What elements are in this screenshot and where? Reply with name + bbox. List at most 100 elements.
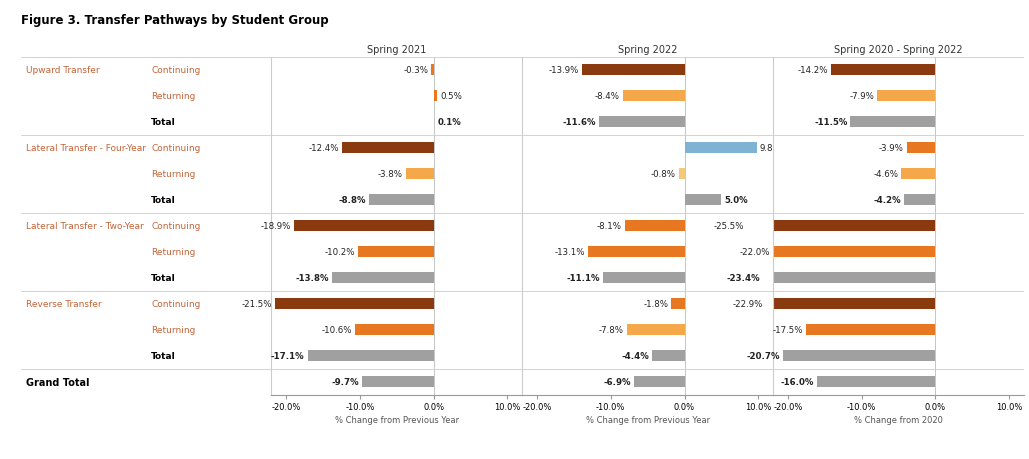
Bar bbox=[671, 298, 684, 309]
Text: -8.8%: -8.8% bbox=[339, 196, 366, 205]
Bar bbox=[807, 325, 935, 336]
Text: Continuing: Continuing bbox=[151, 299, 201, 308]
Bar bbox=[362, 376, 433, 387]
Text: -7.8%: -7.8% bbox=[599, 325, 624, 334]
Text: Grand Total: Grand Total bbox=[26, 377, 90, 387]
Bar bbox=[678, 169, 684, 179]
Text: Returning: Returning bbox=[151, 325, 196, 334]
Bar bbox=[433, 91, 437, 102]
Bar bbox=[275, 298, 433, 309]
Bar bbox=[904, 195, 935, 206]
Text: Total: Total bbox=[151, 274, 176, 282]
Text: -13.1%: -13.1% bbox=[555, 247, 584, 257]
X-axis label: % Change from Previous Year: % Change from Previous Year bbox=[334, 415, 459, 424]
Text: Lateral Transfer - Two-Year: Lateral Transfer - Two-Year bbox=[26, 222, 143, 230]
Bar bbox=[907, 143, 935, 154]
Text: Continuing: Continuing bbox=[151, 66, 201, 75]
Text: Total: Total bbox=[151, 196, 176, 205]
Bar bbox=[877, 91, 935, 102]
Bar bbox=[684, 195, 721, 206]
Bar bbox=[634, 376, 684, 387]
Text: -17.1%: -17.1% bbox=[271, 351, 305, 360]
Text: -13.9%: -13.9% bbox=[548, 66, 579, 75]
Text: -8.1%: -8.1% bbox=[597, 222, 622, 230]
Text: -14.2%: -14.2% bbox=[797, 66, 827, 75]
Bar bbox=[767, 298, 935, 309]
Title: Spring 2021: Spring 2021 bbox=[367, 45, 426, 55]
Text: -4.6%: -4.6% bbox=[874, 170, 898, 179]
Text: -20.7%: -20.7% bbox=[746, 351, 780, 360]
Bar bbox=[358, 246, 433, 257]
Bar bbox=[773, 246, 935, 257]
Text: Returning: Returning bbox=[151, 92, 196, 101]
Bar bbox=[368, 195, 433, 206]
Text: -3.8%: -3.8% bbox=[378, 170, 402, 179]
Text: 0.1%: 0.1% bbox=[437, 118, 461, 127]
Bar bbox=[783, 350, 935, 361]
Text: Reverse Transfer: Reverse Transfer bbox=[26, 299, 101, 308]
Bar bbox=[817, 376, 935, 387]
Text: Returning: Returning bbox=[151, 170, 196, 179]
Title: Spring 2020 - Spring 2022: Spring 2020 - Spring 2022 bbox=[835, 45, 963, 55]
Text: -0.8%: -0.8% bbox=[650, 170, 676, 179]
Text: Returning: Returning bbox=[151, 247, 196, 257]
Bar bbox=[332, 273, 433, 283]
Bar bbox=[652, 350, 684, 361]
Text: Upward Transfer: Upward Transfer bbox=[26, 66, 99, 75]
Text: -6.9%: -6.9% bbox=[603, 377, 631, 386]
Text: Continuing: Continuing bbox=[151, 144, 201, 153]
Bar bbox=[431, 65, 433, 76]
Text: Lateral Transfer - Four-Year: Lateral Transfer - Four-Year bbox=[26, 144, 145, 153]
Text: -11.5%: -11.5% bbox=[814, 118, 848, 127]
Bar bbox=[762, 273, 935, 283]
Bar bbox=[627, 325, 684, 336]
Text: -21.5%: -21.5% bbox=[242, 299, 272, 308]
Bar bbox=[851, 117, 935, 128]
Text: -25.5%: -25.5% bbox=[714, 222, 744, 230]
X-axis label: % Change from Previous Year: % Change from Previous Year bbox=[586, 415, 710, 424]
Bar bbox=[830, 65, 935, 76]
Text: Total: Total bbox=[151, 118, 176, 127]
Bar bbox=[343, 143, 433, 154]
Bar bbox=[294, 221, 433, 231]
Text: -17.5%: -17.5% bbox=[773, 325, 804, 334]
Text: -11.1%: -11.1% bbox=[566, 274, 600, 282]
Text: -3.9%: -3.9% bbox=[879, 144, 903, 153]
Text: -10.6%: -10.6% bbox=[322, 325, 353, 334]
Text: -1.8%: -1.8% bbox=[643, 299, 668, 308]
Text: -4.4%: -4.4% bbox=[622, 351, 649, 360]
Bar bbox=[603, 273, 684, 283]
Bar bbox=[599, 117, 684, 128]
Text: -23.4%: -23.4% bbox=[726, 274, 759, 282]
Text: -10.2%: -10.2% bbox=[325, 247, 355, 257]
Text: -22.0%: -22.0% bbox=[740, 247, 770, 257]
Text: Figure 3. Transfer Pathways by Student Group: Figure 3. Transfer Pathways by Student G… bbox=[21, 14, 328, 27]
Bar bbox=[625, 221, 684, 231]
Bar bbox=[684, 143, 756, 154]
Bar bbox=[747, 221, 935, 231]
Text: -0.3%: -0.3% bbox=[403, 66, 428, 75]
Bar bbox=[582, 65, 684, 76]
Text: -12.4%: -12.4% bbox=[309, 144, 340, 153]
Text: -7.9%: -7.9% bbox=[849, 92, 874, 101]
Text: -16.0%: -16.0% bbox=[781, 377, 814, 386]
Bar bbox=[588, 246, 684, 257]
Text: -11.6%: -11.6% bbox=[563, 118, 596, 127]
Text: 9.8%: 9.8% bbox=[759, 144, 781, 153]
X-axis label: % Change from 2020: % Change from 2020 bbox=[854, 415, 943, 424]
Text: 0.5%: 0.5% bbox=[440, 92, 462, 101]
Text: 5.0%: 5.0% bbox=[724, 196, 748, 205]
Text: -4.2%: -4.2% bbox=[874, 196, 901, 205]
Title: Spring 2022: Spring 2022 bbox=[617, 45, 677, 55]
Bar bbox=[623, 91, 684, 102]
Bar bbox=[901, 169, 935, 179]
Bar bbox=[405, 169, 433, 179]
Text: -8.4%: -8.4% bbox=[595, 92, 619, 101]
Text: Total: Total bbox=[151, 351, 176, 360]
Text: -18.9%: -18.9% bbox=[261, 222, 291, 230]
Text: Continuing: Continuing bbox=[151, 222, 201, 230]
Text: -9.7%: -9.7% bbox=[331, 377, 359, 386]
Text: -13.8%: -13.8% bbox=[295, 274, 329, 282]
Text: -22.9%: -22.9% bbox=[733, 299, 764, 308]
Bar bbox=[355, 325, 433, 336]
